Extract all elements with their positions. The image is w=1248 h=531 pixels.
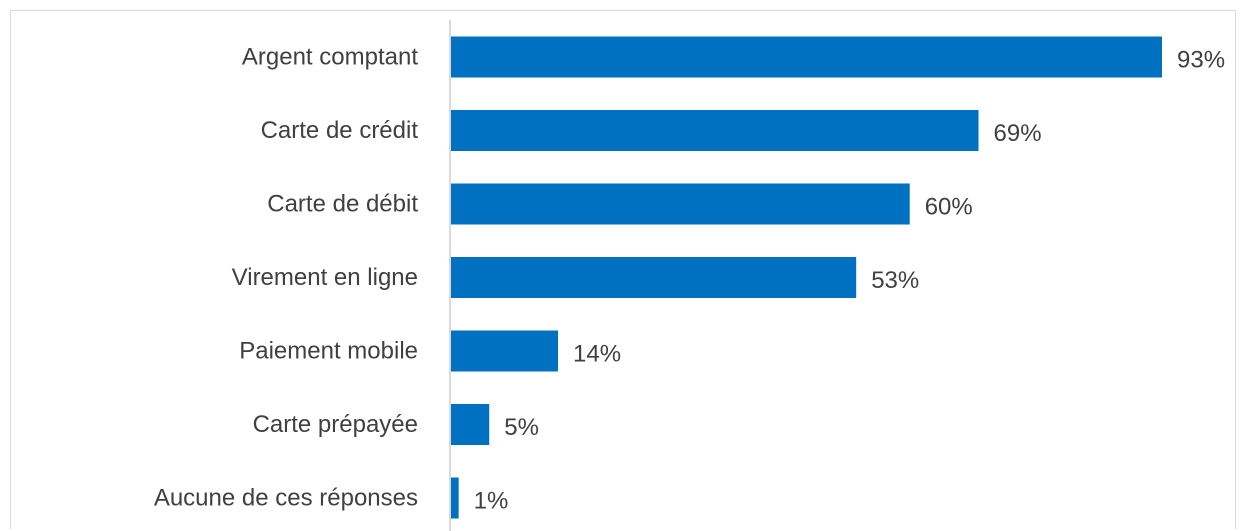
chart-frame	[10, 10, 1236, 529]
category-label-2: Carte de débit	[267, 191, 418, 218]
bar-5	[451, 404, 490, 445]
data-label-2: 60%	[925, 194, 973, 221]
bar-4	[451, 330, 559, 372]
bar-3	[451, 257, 857, 298]
bar-1	[451, 110, 979, 151]
category-label-3: Virement en ligne	[232, 264, 418, 291]
category-label-0: Argent comptant	[242, 44, 418, 71]
data-label-0: 93%	[1177, 47, 1225, 74]
data-labels-group: 93% 69% 60% 53% 14% 5% 1%	[474, 47, 1225, 515]
category-label-1: Carte de crédit	[261, 117, 419, 144]
category-label-4: Paiement mobile	[239, 338, 418, 365]
bars-group	[451, 36, 1162, 519]
data-label-1: 69%	[994, 120, 1042, 147]
category-labels-group: Argent comptant Carte de crédit Carte de d…	[154, 44, 419, 512]
bar-6	[451, 477, 459, 519]
data-label-3: 53%	[871, 267, 919, 294]
bar-2	[451, 183, 910, 225]
data-label-4: 14%	[573, 341, 621, 368]
category-label-6: Aucune de ces réponses	[154, 485, 418, 512]
category-label-5: Carte prépayée	[253, 411, 418, 438]
bar-0	[451, 36, 1162, 78]
data-label-5: 5%	[504, 414, 539, 441]
data-label-6: 1%	[474, 488, 509, 515]
